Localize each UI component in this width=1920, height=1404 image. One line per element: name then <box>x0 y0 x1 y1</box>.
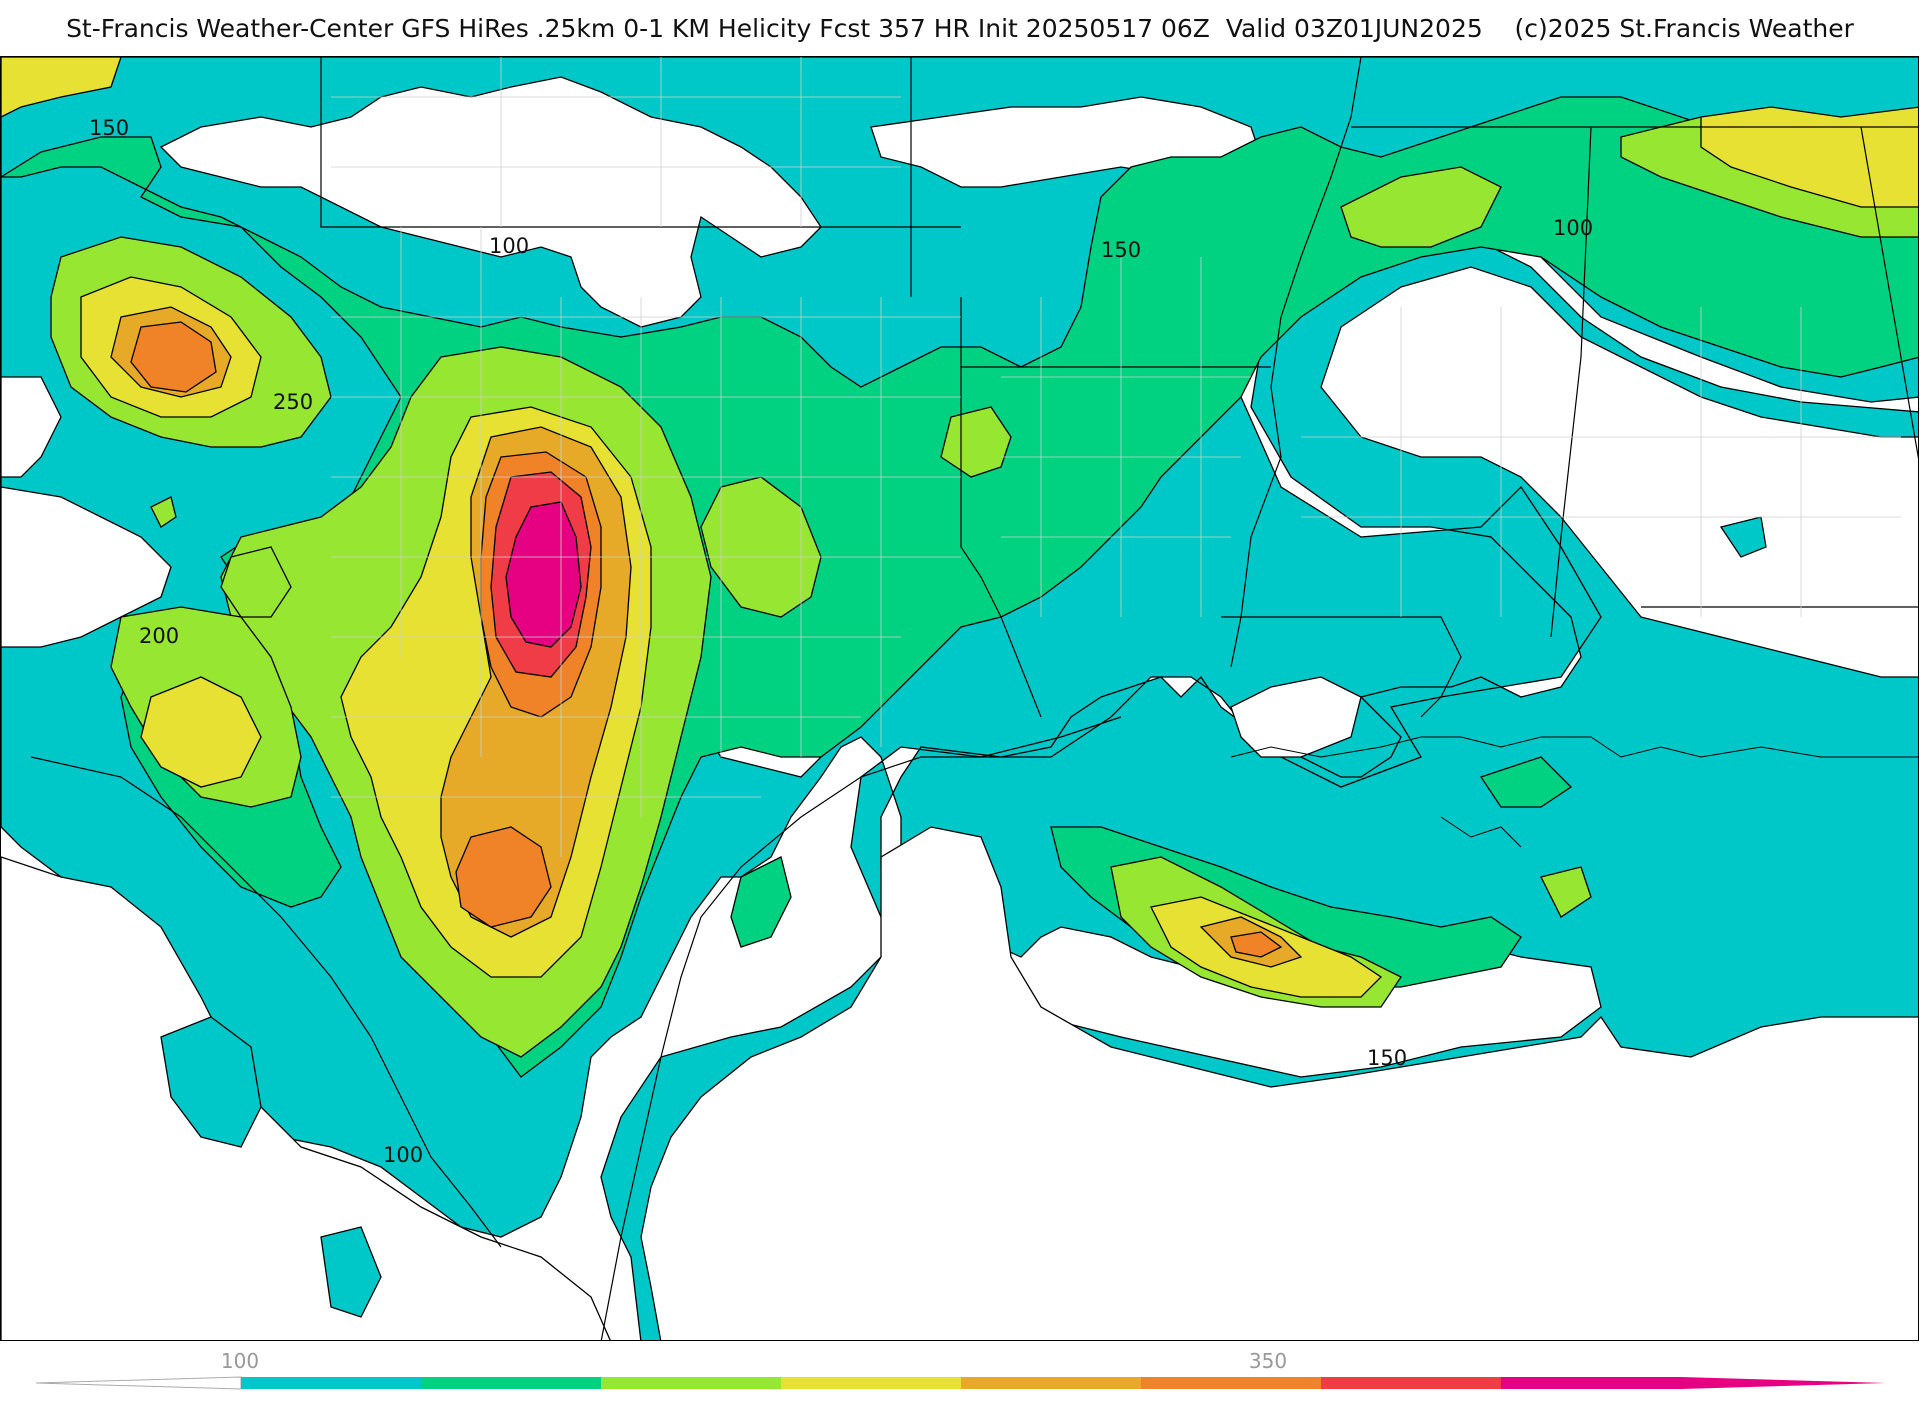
colorbar-tick-label: 350 <box>1248 1349 1288 1373</box>
contour-label: 200 <box>139 624 179 648</box>
colorbar-segment <box>601 1377 782 1389</box>
colorbar-segment <box>781 1377 962 1389</box>
colorbar-segment <box>241 1377 422 1389</box>
colorbar-segment <box>421 1377 602 1389</box>
contour-label: 150 <box>1101 238 1141 262</box>
title-main: St-Francis Weather-Center GFS HiRes .25k… <box>66 14 1483 43</box>
colorbar: 100 350 <box>0 1341 1920 1400</box>
county-lines <box>331 57 1901 857</box>
contour-label: 250 <box>273 390 313 414</box>
contour-label: 100 <box>383 1143 423 1167</box>
state-borders <box>30 57 1918 1340</box>
contour-labels: 150 100 150 100 250 200 100 150 <box>89 116 1593 1167</box>
colorbar-segments <box>241 1377 1682 1389</box>
field-400 <box>505 501 582 648</box>
colorbar-segment <box>1141 1377 1322 1389</box>
colorbar-segment <box>1321 1377 1502 1389</box>
contour-label: 100 <box>489 234 529 258</box>
title-credit: (c)2025 St.Francis Weather <box>1514 14 1854 43</box>
field-100-islands <box>160 516 1767 1318</box>
colorbar-above-triangle <box>1681 1377 1886 1389</box>
map-title: St-Francis Weather-Center GFS HiRes .25k… <box>0 14 1920 43</box>
colorbar-segment <box>1501 1377 1682 1389</box>
contour-label: 150 <box>1367 1046 1407 1070</box>
map-canvas: 150 100 150 100 250 200 100 150 <box>1 57 1918 1340</box>
colorbar-svg <box>35 1376 1886 1390</box>
helicity-map: 150 100 150 100 250 200 100 150 <box>0 56 1919 1341</box>
colorbar-segment <box>961 1377 1142 1389</box>
colorbar-tick-label: 100 <box>220 1349 260 1373</box>
colorbar-below-triangle <box>35 1376 242 1390</box>
coastline <box>1230 736 1918 848</box>
contour-label: 100 <box>1553 216 1593 240</box>
contour-label: 150 <box>89 116 129 140</box>
